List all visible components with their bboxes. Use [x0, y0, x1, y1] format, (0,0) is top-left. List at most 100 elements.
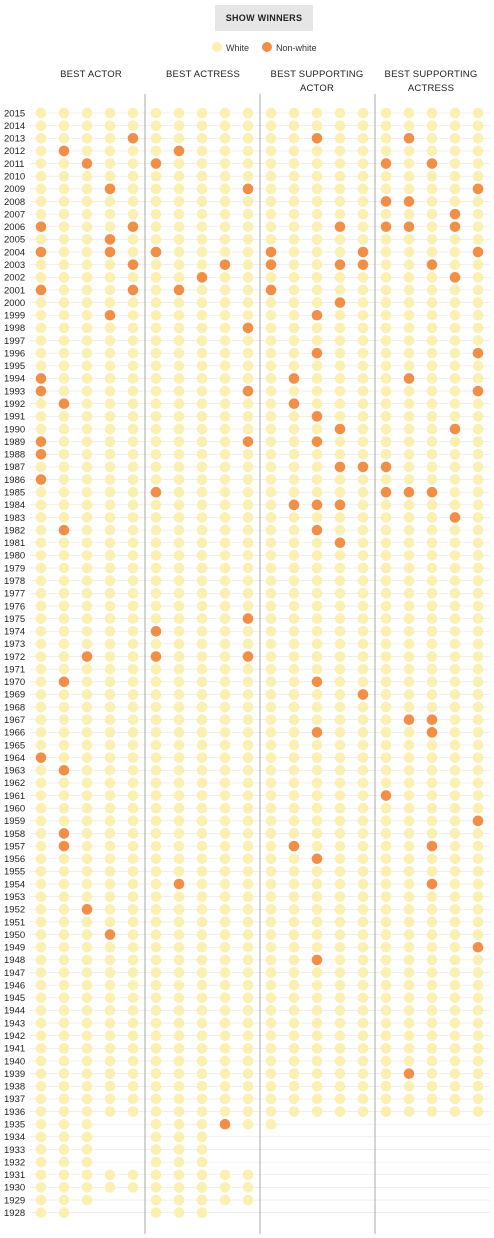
nominee-dot-white [357, 120, 369, 131]
nominee-dot-white [58, 486, 70, 498]
nominee-dot-white [449, 916, 461, 928]
nominee-dot-white [357, 448, 369, 460]
nominee-dot-white [472, 676, 484, 688]
nominee-dot-white [242, 625, 254, 637]
nominee-dot-white [426, 904, 438, 915]
nominee-dot-white [58, 436, 70, 447]
nominee-dot-white [58, 625, 70, 637]
nominee-dot-white [58, 916, 70, 928]
nominee-dot-white [265, 1030, 277, 1042]
nominee-dot-white [104, 259, 116, 270]
nominee-dot-white [288, 790, 300, 801]
nominee-dot-white [104, 1068, 116, 1079]
nominee-dot-white [58, 284, 70, 296]
nominee-dot-white [219, 701, 231, 713]
nominee-dot-white [219, 689, 231, 700]
nominee-dot-white [173, 436, 185, 447]
nominee-dot-white [449, 360, 461, 372]
year-label: 1928 [4, 1208, 25, 1219]
year-label: 2014 [4, 121, 25, 132]
nominee-dot-white [219, 954, 231, 966]
nominee-dot-white [380, 676, 392, 688]
nominee-dot-white [380, 739, 392, 751]
nominee-dot-white [81, 524, 93, 536]
nominee-dot-white [288, 562, 300, 574]
nominee-dot-white [81, 802, 93, 814]
nominee-dot-white [35, 1194, 47, 1206]
nominee-dot-white [288, 891, 300, 902]
nominee-dot-white [173, 1194, 185, 1206]
nominee-dot-white [173, 1131, 185, 1143]
nominee-dot-white [173, 651, 185, 662]
nominee-dot-white [81, 234, 93, 245]
nominee-dot-white [35, 764, 47, 776]
nominee-dot-white [196, 727, 208, 738]
nominee-dot-white [472, 600, 484, 612]
nominee-dot-white [357, 967, 369, 978]
nominee-dot-white [288, 145, 300, 157]
nominee-dot-white [403, 1017, 415, 1029]
nominee-dot-white [380, 524, 392, 536]
nominee-dot-white [150, 790, 162, 801]
nominee-dot-white [81, 663, 93, 675]
nominee-dot-white [472, 550, 484, 561]
show-winners-button[interactable]: SHOW WINNERS [215, 5, 313, 31]
nominee-dot-white [311, 828, 323, 839]
nominee-dot-white [196, 752, 208, 763]
nominee-dot-white [265, 815, 277, 827]
nominee-dot-white [357, 512, 369, 523]
nominee-dot-white [81, 221, 93, 233]
nominee-dot-white [150, 1169, 162, 1181]
nominee-dot-nonwhite [242, 436, 254, 447]
nominee-dot-white [472, 878, 484, 890]
nominee-dot-white [288, 411, 300, 422]
nominee-dot-white [173, 588, 185, 599]
nominee-dot-white [58, 992, 70, 1004]
nominee-dot-white [150, 132, 162, 144]
nominee-dot-white [58, 373, 70, 384]
nominee-dot-white [265, 132, 277, 144]
nominee-dot-white [334, 107, 346, 119]
nominee-dot-white [403, 588, 415, 599]
nominee-dot-white [403, 120, 415, 131]
nominee-dot-white [449, 613, 461, 624]
nominee-dot-white [81, 676, 93, 688]
nominee-dot-white [311, 992, 323, 1004]
nominee-dot-white [35, 676, 47, 688]
nominee-dot-white [288, 651, 300, 662]
nominee-dot-white [81, 170, 93, 182]
nominee-dot-white [150, 411, 162, 422]
nominee-dot-white [357, 284, 369, 296]
nominee-dot-white [311, 638, 323, 650]
nominee-dot-white [173, 297, 185, 308]
nominee-dot-white [81, 967, 93, 978]
nominee-dot-white [449, 411, 461, 422]
nominee-dot-white [403, 1093, 415, 1105]
nominee-dot-white [426, 916, 438, 928]
nominee-dot-white [58, 739, 70, 751]
nominee-dot-white [265, 625, 277, 637]
nominee-dot-white [219, 1080, 231, 1092]
nominee-dot-white [265, 663, 277, 675]
nominee-dot-white [288, 1043, 300, 1054]
nominee-dot-white [219, 714, 231, 726]
nominee-dot-white [150, 360, 162, 372]
nominee-dot-white [35, 904, 47, 915]
nominee-dot-white [265, 170, 277, 182]
nominee-dot-white [173, 373, 185, 384]
nominee-dot-nonwhite [334, 499, 346, 511]
nominee-dot-white [196, 385, 208, 397]
nominee-dot-white [426, 689, 438, 700]
nominee-dot-white [35, 499, 47, 511]
nominee-dot-white [81, 411, 93, 422]
nominee-dot-white [58, 246, 70, 258]
nominee-dot-white [380, 613, 392, 624]
nominee-dot-white [357, 954, 369, 966]
nominee-dot-white [127, 638, 139, 650]
nominee-dot-white [242, 107, 254, 119]
nominee-dot-white [58, 752, 70, 763]
nominee-dot-white [403, 752, 415, 763]
nominee-dot-white [288, 979, 300, 991]
nominee-dot-white [35, 1169, 47, 1181]
nominee-dot-white [196, 461, 208, 473]
